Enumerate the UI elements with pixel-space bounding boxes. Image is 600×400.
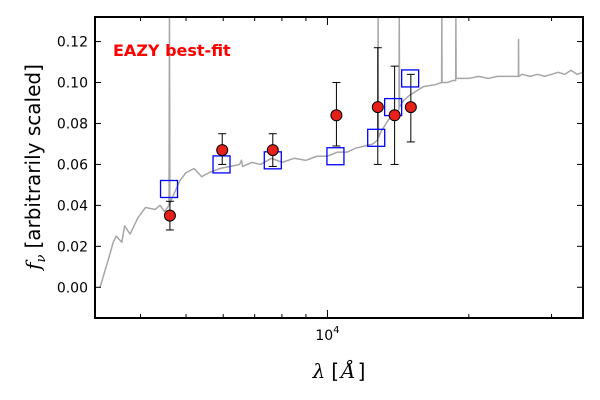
observed-flux-point xyxy=(388,109,401,122)
x-tick-label: 104 xyxy=(315,325,339,344)
x-tick-labels: 104 xyxy=(315,325,339,344)
observed-flux-point xyxy=(266,144,279,157)
observed-flux-point xyxy=(404,101,417,114)
y-tick-label: 0.12 xyxy=(57,35,88,51)
template-spectrum-line xyxy=(99,17,583,288)
observed-flux-point xyxy=(216,144,229,157)
model-photometry-square xyxy=(159,179,179,199)
y-tick-label: 0.00 xyxy=(57,280,88,296)
y-axis-label: fν[arbitrarily scaled] xyxy=(21,64,49,272)
model-photometry-square xyxy=(401,69,420,88)
svg-text:fν[arbitrarily scaled]: fν[arbitrarily scaled] xyxy=(21,64,49,272)
y-tick-labels: 0.00 0.02 0.04 0.06 0.08 0.10 0.12 xyxy=(57,35,88,297)
y-tick-label: 0.04 xyxy=(57,198,88,214)
model-photometry-square xyxy=(326,147,345,166)
observed-flux-point xyxy=(371,101,384,114)
template-layer xyxy=(99,17,583,288)
y-tick-label: 0.06 xyxy=(57,157,88,173)
tick-layer xyxy=(95,17,583,318)
plot-frame xyxy=(94,16,584,319)
errorbar-layer xyxy=(165,47,415,231)
plot-area xyxy=(99,17,583,288)
model-photometry-square xyxy=(367,128,386,147)
observed-flux-point xyxy=(330,109,343,122)
y-tick-label: 0.10 xyxy=(57,76,88,92)
y-tick-label: 0.08 xyxy=(57,116,88,132)
observed-flux-point xyxy=(163,209,176,222)
y-tick-label: 0.02 xyxy=(57,239,88,255)
x-axis-label: λ[Å] xyxy=(312,358,366,383)
annotation-text: EAZY best-fit xyxy=(113,41,231,60)
observed-point-layer xyxy=(163,101,417,222)
